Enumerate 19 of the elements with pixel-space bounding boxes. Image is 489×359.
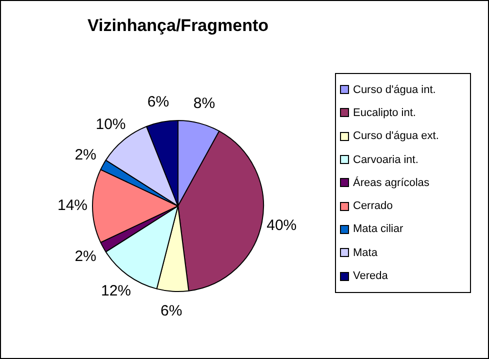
legend-label: Áreas agrícolas: [353, 176, 430, 189]
legend-label: Mata: [353, 246, 378, 259]
data-label: 2%: [74, 248, 96, 265]
legend-label: Carvoaria int.: [353, 154, 418, 166]
data-label: 2%: [74, 146, 96, 164]
legend-label: Vereda: [353, 270, 388, 282]
legend-label: Curso d'água int.: [353, 84, 436, 96]
data-label: 40%: [266, 216, 297, 234]
data-label: 12%: [100, 282, 132, 300]
legend-label: Cerrado: [353, 200, 393, 212]
legend-label: Eucalipto int.: [353, 106, 416, 119]
data-label: 6%: [160, 302, 182, 320]
legend-label: Mata ciliar: [353, 223, 404, 236]
data-label: 8%: [193, 94, 216, 112]
data-label: 6%: [147, 94, 170, 111]
data-label: 14%: [57, 197, 88, 214]
legend-label: Curso d'água ext.: [353, 130, 439, 142]
data-label: 10%: [96, 116, 126, 133]
chart-title: Vizinhança/Fragmento: [86, 16, 270, 36]
